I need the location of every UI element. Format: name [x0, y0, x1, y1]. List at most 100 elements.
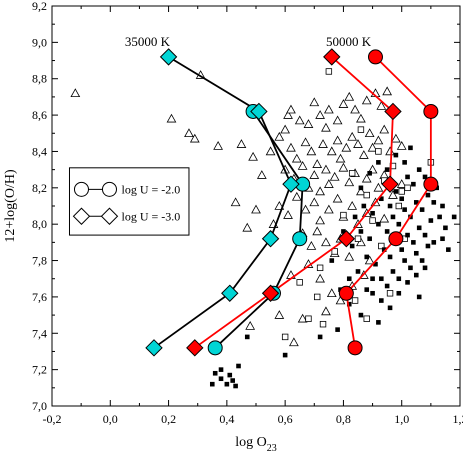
open-square-point: [313, 293, 321, 301]
open-triangle-point: [251, 204, 261, 214]
open-triangle-point: [166, 113, 177, 123]
open-square-point: [331, 248, 338, 255]
filled-square-point: [396, 221, 402, 227]
filled-square-point: [218, 376, 224, 382]
open-triangle-point: [347, 200, 358, 210]
open-triangle-point: [256, 170, 267, 179]
legend-box: [68, 167, 190, 236]
open-triangle-point: [306, 240, 317, 250]
filled-square-point: [413, 200, 419, 205]
open-triangle-point: [323, 179, 334, 188]
model-circle-marker: [423, 103, 439, 119]
filled-square-point: [440, 203, 445, 209]
model-diamond-marker: [186, 339, 204, 357]
filled-square-point: [379, 196, 384, 202]
open-triangle-point: [367, 142, 378, 152]
filled-square-point: [244, 334, 250, 340]
filled-square-point: [402, 258, 407, 263]
y-axis-label: 12+log(O/H): [3, 169, 18, 243]
axis-ticks: -0,2 0,0 0,2 0,4 0,6 0,8 1,0 1,2 7,0 7,2 7,4 7,6 7,8…: [32, 0, 463, 426]
open-triangle-point: [248, 151, 258, 161]
open-square-point: [351, 297, 359, 304]
model-circle-marker: [338, 285, 354, 301]
filled-square-point: [282, 352, 288, 358]
open-triangle-point: [385, 146, 395, 156]
open-triangle-point: [283, 210, 293, 219]
open-triangle-point: [213, 140, 223, 150]
model-diamond-marker: [323, 48, 341, 66]
filled-square-point: [224, 381, 230, 387]
filled-square-point: [411, 181, 416, 187]
open-triangle-point: [356, 113, 366, 123]
model-circle-marker: [423, 176, 439, 192]
open-square-point: [375, 148, 382, 155]
filled-square-point: [425, 243, 431, 249]
open-triangle-point: [361, 173, 372, 183]
model-diamond-marker: [261, 230, 280, 248]
open-triangle-point: [312, 226, 323, 236]
filled-square-point: [358, 312, 364, 318]
open-triangle-point: [379, 170, 390, 179]
open-triangle-point: [382, 86, 393, 96]
open-triangle-point: [379, 213, 390, 223]
temperature-annotation: 50000 K: [326, 34, 372, 49]
model-diamond-marker: [250, 102, 268, 121]
filled-square-point: [411, 240, 416, 245]
open-triangle-point: [321, 122, 331, 132]
open-triangle-point: [321, 306, 331, 316]
open-triangle-point: [289, 337, 299, 347]
filled-square-point: [361, 203, 367, 209]
filled-square-point: [451, 214, 457, 220]
filled-square-point: [405, 280, 410, 285]
open-triangle-point: [350, 104, 360, 114]
model-track-line: [153, 56, 292, 349]
open-triangle-point: [338, 162, 349, 172]
filled-square-point: [413, 250, 419, 256]
open-triangle-point: [335, 153, 346, 163]
model-diamond-marker: [381, 175, 399, 193]
x-tick-label: 0,0: [103, 412, 118, 426]
model-circle-marker: [292, 231, 308, 247]
open-square-point: [378, 242, 385, 250]
y-tick-label: 7,0: [32, 399, 47, 413]
open-triangle-point: [280, 124, 291, 134]
open-triangle-point: [332, 135, 343, 145]
y-tick-label: 7,4: [32, 326, 47, 340]
filled-square-point: [413, 272, 419, 278]
filled-square-point: [387, 203, 393, 209]
filled-square-point: [422, 232, 428, 238]
open-triangle-point: [315, 110, 325, 119]
open-triangle-point: [312, 159, 323, 168]
y-tick-label: 7,2: [32, 363, 47, 377]
open-triangle-point: [335, 295, 346, 305]
filled-square-point: [402, 207, 407, 212]
open-triangle-point: [315, 273, 325, 283]
filled-square-point: [405, 174, 410, 180]
y-tick-label: 9,0: [32, 35, 47, 49]
open-triangle-point: [323, 104, 334, 114]
open-triangle-point: [309, 170, 320, 179]
filled-square-point: [236, 363, 241, 369]
open-triangle-point: [332, 115, 343, 125]
open-triangle-point: [396, 140, 407, 150]
filled-square-point: [384, 229, 390, 234]
y-tick-label: 8,6: [32, 108, 47, 122]
open-triangle-point: [326, 288, 337, 298]
filled-square-point: [384, 283, 390, 289]
annotations: 35000 K 50000 K: [125, 34, 372, 49]
open-triangle-point: [329, 171, 340, 181]
open-triangle-point: [373, 182, 384, 192]
open-triangle-point: [294, 115, 305, 125]
open-triangle-point: [388, 190, 398, 199]
filled-square-point: [358, 185, 364, 191]
open-triangle-point: [230, 197, 241, 207]
y-tick-label: 8,0: [32, 217, 47, 231]
model-diamond-marker: [282, 175, 300, 193]
filled-square-point: [373, 261, 378, 267]
open-triangle-point: [303, 119, 314, 128]
filled-square-point: [367, 236, 372, 242]
filled-square-point: [396, 276, 402, 282]
y-tick-label: 7,6: [32, 290, 47, 304]
open-square-point: [398, 188, 405, 195]
open-triangle-point: [347, 131, 358, 141]
